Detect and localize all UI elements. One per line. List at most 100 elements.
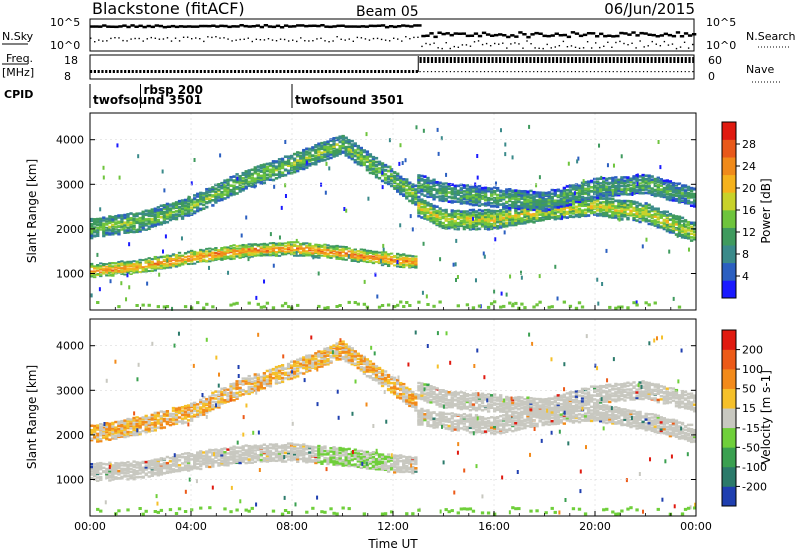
range-cell — [211, 198, 215, 202]
range-cell — [193, 211, 197, 215]
range-cell — [150, 224, 154, 228]
range-cell — [423, 194, 427, 197]
nsearch-trace-point — [360, 37, 363, 39]
range-cell — [441, 215, 445, 219]
freq-trace-segment — [343, 70, 346, 73]
range-cell — [353, 258, 357, 261]
freq-label-1: Freq. — [6, 52, 33, 65]
scatter-cell — [605, 248, 608, 253]
scatter-cell — [284, 194, 287, 198]
freq-trace-segment — [555, 57, 559, 63]
range-cell — [223, 246, 227, 249]
nsky-trace-segment — [433, 35, 438, 39]
range-cell — [450, 215, 454, 219]
range-cell — [226, 186, 230, 190]
range-cell — [617, 214, 621, 218]
range-cell — [499, 222, 503, 225]
range-cell — [529, 189, 533, 193]
range-cell — [317, 252, 321, 255]
range-cell — [402, 253, 406, 256]
range-cell — [602, 206, 606, 210]
range-cell — [138, 212, 142, 215]
range-cell — [247, 248, 251, 251]
scatter-cell — [421, 290, 424, 295]
range-cell — [268, 162, 273, 165]
range-cell — [274, 456, 279, 459]
range-cell — [477, 208, 482, 212]
range-cell — [420, 183, 424, 187]
range-cell — [480, 188, 485, 192]
scatter-cell — [582, 179, 585, 184]
nsearch-trace-point — [623, 42, 625, 45]
range-cell — [405, 195, 409, 198]
range-cell — [583, 208, 588, 212]
range-cell — [377, 167, 382, 170]
range-cell — [447, 191, 451, 194]
ground-scatter-cell — [492, 300, 497, 304]
range-cell — [150, 263, 154, 266]
range-cell — [602, 185, 606, 188]
range-cell — [411, 264, 415, 267]
range-cell — [250, 254, 254, 257]
range-cell — [150, 208, 154, 211]
range-cell — [526, 206, 530, 209]
range-cell — [574, 198, 579, 202]
range-cell — [232, 193, 236, 196]
range-cell — [180, 215, 185, 218]
range-cell — [599, 182, 603, 185]
range-cell — [617, 192, 621, 195]
range-cell — [477, 185, 482, 188]
range-cell — [683, 232, 688, 236]
nave-trace-point — [608, 71, 611, 73]
range-cell — [90, 222, 94, 226]
range-cell — [314, 255, 318, 258]
range-cell — [311, 157, 315, 161]
range-cell — [559, 189, 563, 193]
nsky-trace-segment — [582, 33, 588, 37]
range-cell — [262, 457, 267, 460]
range-cell — [565, 216, 570, 219]
range-cell — [614, 210, 618, 214]
range-cell — [232, 190, 236, 194]
range-cell — [123, 221, 127, 225]
range-cell — [96, 269, 100, 272]
range-cell — [202, 198, 206, 202]
range-cell — [650, 180, 654, 184]
nsearch-trace-point — [683, 41, 686, 43]
range-cell — [592, 211, 597, 214]
range-cell — [296, 151, 300, 154]
range-cell — [274, 250, 279, 253]
range-cell — [208, 458, 212, 461]
range-cell — [129, 467, 133, 471]
range-cell — [271, 168, 276, 172]
scatter-cell — [118, 175, 121, 180]
freq-trace-segment — [324, 70, 328, 73]
range-cell — [450, 187, 454, 190]
range-cell — [289, 162, 294, 165]
range-cell — [683, 189, 688, 192]
nsearch-trace-point — [530, 43, 532, 45]
range-cell — [202, 252, 206, 255]
range-cell — [232, 255, 236, 258]
range-cell — [111, 273, 115, 276]
range-cell — [550, 195, 554, 199]
range-cell — [108, 232, 112, 235]
range-cell — [186, 257, 191, 260]
range-cell — [447, 221, 451, 224]
range-cell — [505, 221, 509, 225]
range-cell — [223, 187, 227, 191]
nsky-data-trace — [90, 24, 697, 50]
nave-trace-point — [555, 71, 558, 73]
range-cell — [135, 469, 139, 473]
range-cell — [362, 161, 367, 164]
range-cell — [299, 447, 303, 450]
range-cell — [105, 467, 109, 471]
range-cell — [677, 223, 682, 227]
range-cell — [208, 260, 212, 263]
range-cell — [153, 223, 157, 227]
range-cell — [265, 454, 270, 458]
range-cell — [280, 450, 285, 454]
range-cell — [405, 255, 409, 258]
range-cell — [277, 453, 282, 457]
range-cell — [486, 198, 491, 202]
